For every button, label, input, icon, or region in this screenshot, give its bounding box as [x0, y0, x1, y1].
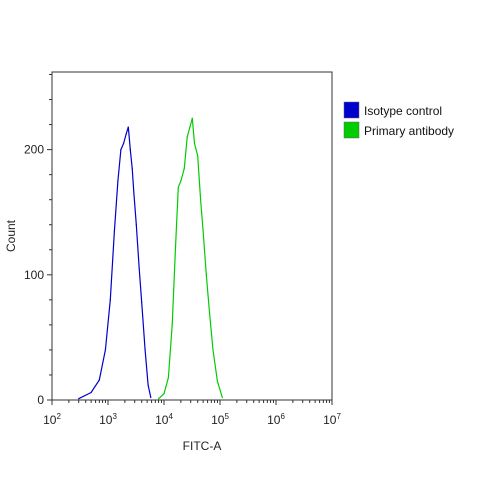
series-point [197, 155, 199, 157]
series-point [117, 180, 119, 182]
series-point [150, 396, 152, 399]
legend-swatch [343, 101, 360, 119]
series-point [133, 192, 135, 195]
x-tick-label: 104 [155, 412, 173, 427]
series-point [191, 117, 193, 119]
x-axis-label: FITC-A [183, 439, 222, 453]
x-axis: 102 103 104 105 106 107 [43, 400, 341, 427]
y-tick-label: 0 [37, 393, 44, 407]
series-point [125, 133, 127, 136]
series-point [98, 379, 100, 381]
series-point [189, 126, 191, 128]
series-point [171, 324, 173, 326]
series-point [180, 180, 182, 182]
series-point [183, 167, 185, 169]
series-point [199, 199, 202, 201]
series-point [78, 398, 80, 400]
series-point [123, 142, 125, 144]
series-point [113, 230, 115, 232]
series-point [109, 299, 111, 301]
series-point [216, 380, 219, 382]
x-tick-label: 106 [267, 412, 285, 427]
plot-frame [51, 71, 333, 401]
series-line-0 [78, 126, 152, 400]
series-point [141, 301, 143, 303]
series-layer [78, 117, 223, 400]
series-point [163, 393, 165, 395]
series-point [147, 384, 149, 386]
series-point [129, 149, 131, 151]
series-point [104, 349, 107, 351]
series-point [167, 376, 170, 379]
legend-swatch [343, 121, 360, 139]
series-point [202, 230, 204, 232]
series-point [127, 126, 129, 128]
series-point [177, 186, 179, 188]
y-tick-label: 100 [24, 268, 44, 282]
series-point [157, 398, 160, 400]
series-point [186, 136, 188, 138]
series-point [90, 391, 92, 394]
series-point [120, 149, 122, 151]
series-point [135, 224, 137, 226]
series-line-1 [158, 117, 223, 400]
legend-label: Primary antibody [364, 124, 454, 138]
legend: Isotype control Primary antibody [343, 101, 454, 139]
y-axis-label: Count [4, 219, 18, 252]
series-point [208, 311, 211, 313]
y-tick-label: 200 [24, 143, 44, 157]
legend-label: Isotype control [364, 104, 442, 118]
series-point [205, 274, 207, 276]
series-point [144, 349, 146, 351]
y-axis: 0 100 200 [24, 74, 52, 407]
x-tick-label: 103 [99, 412, 117, 427]
x-tick-label: 105 [211, 412, 229, 427]
series-point [131, 167, 133, 169]
series-point [174, 249, 177, 251]
x-tick-label: 102 [43, 412, 61, 427]
series-point [138, 267, 140, 270]
series-point [193, 142, 196, 144]
series-point [221, 396, 223, 399]
series-point [212, 349, 214, 351]
x-tick-label: 107 [323, 412, 341, 427]
